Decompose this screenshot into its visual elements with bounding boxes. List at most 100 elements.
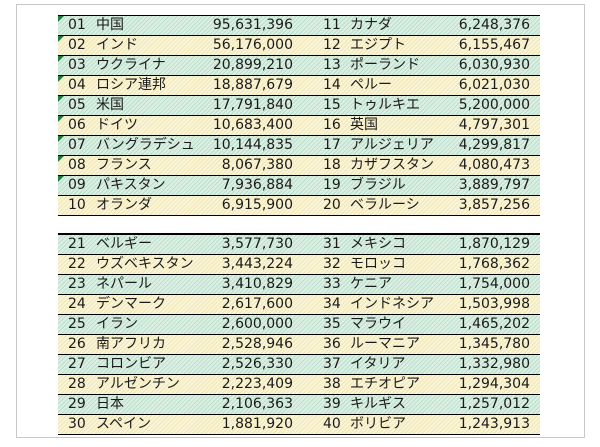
value-left: 10,683,400 — [212, 117, 293, 133]
country-right: ベラルーシ — [350, 197, 420, 213]
rank-left: 04 — [68, 77, 86, 93]
rank-right: 17 — [323, 137, 341, 153]
rank-left: 10 — [68, 197, 86, 213]
value-left: 56,176,000 — [212, 37, 293, 53]
table-row: 08 フランス 8,067,380 18 カザフスタン 4,080,473 — [58, 156, 540, 176]
table-row: 23 ネパール 3,410,829 33 ケニア 1,754,000 — [58, 275, 540, 295]
value-right: 4,299,817 — [458, 137, 530, 153]
value-right: 1,465,202 — [458, 316, 530, 332]
rank-left: 27 — [68, 356, 86, 372]
rank-left: 05 — [68, 97, 86, 113]
value-right: 1,870,129 — [458, 236, 530, 252]
rank-left: 23 — [68, 276, 86, 292]
country-left: パキスタン — [96, 177, 166, 193]
value-right: 1,754,000 — [458, 276, 530, 292]
country-left: 米国 — [96, 97, 124, 113]
table-row: 24 デンマーク 2,617,600 34 インドネシア 1,503,998 — [58, 295, 540, 315]
rank-right: 37 — [323, 356, 341, 372]
country-left: 中国 — [96, 17, 124, 33]
rank-right: 14 — [323, 77, 341, 93]
rank-left: 22 — [68, 256, 86, 272]
country-right: モロッコ — [350, 256, 406, 272]
value-left: 20,899,210 — [212, 57, 293, 73]
rank-left: 30 — [68, 416, 86, 432]
table-row: 22 ウズベキスタン 3,443,224 32 モロッコ 1,768,362 — [58, 255, 540, 275]
country-left: フランス — [96, 157, 152, 173]
country-right: カザフスタン — [350, 157, 434, 173]
rank-left: 09 — [68, 177, 86, 193]
country-left: アルゼンチン — [96, 376, 180, 392]
row-marker-icon — [58, 156, 64, 162]
value-right: 3,857,256 — [458, 197, 530, 213]
value-right: 3,889,797 — [458, 177, 530, 193]
value-left: 2,617,600 — [221, 296, 293, 312]
country-left: バングラデシュ — [96, 137, 195, 153]
value-left: 10,144,835 — [212, 137, 293, 153]
row-marker-icon — [58, 56, 64, 62]
rank-right: 39 — [323, 396, 341, 412]
value-right: 1,257,012 — [458, 396, 530, 412]
country-left: 日本 — [96, 396, 124, 412]
rank-right: 20 — [323, 197, 341, 213]
country-left: 南アフリカ — [96, 336, 166, 352]
country-left: スペイン — [96, 416, 152, 432]
rank-right: 35 — [323, 316, 341, 332]
row-marker-icon — [58, 136, 64, 142]
value-left: 2,106,363 — [221, 396, 293, 412]
country-right: エジプト — [350, 37, 406, 53]
country-right: ケニア — [350, 276, 392, 292]
row-marker-icon — [58, 116, 64, 122]
value-left: 2,528,946 — [221, 336, 293, 352]
rank-left: 24 — [68, 296, 86, 312]
country-left: ロシア連邦 — [96, 77, 166, 93]
rank-left: 21 — [68, 236, 86, 252]
country-left: ネパール — [96, 276, 152, 292]
rank-right: 16 — [323, 117, 341, 133]
rank-right: 13 — [323, 57, 341, 73]
country-left: コロンビア — [96, 356, 166, 372]
rank-right: 32 — [323, 256, 341, 272]
value-right: 5,200,000 — [458, 97, 530, 113]
country-left: インド — [96, 37, 138, 53]
row-marker-icon — [58, 96, 64, 102]
value-right: 1,503,998 — [458, 296, 530, 312]
value-right: 6,155,467 — [458, 37, 530, 53]
table-row: 06 ドイツ 10,683,400 16 英国 4,797,301 — [58, 116, 540, 136]
value-left: 2,526,330 — [221, 356, 293, 372]
rank-left: 07 — [68, 137, 86, 153]
value-right: 1,768,362 — [458, 256, 530, 272]
ranking-table: 01 中国 95,631,396 11 カナダ 6,248,376 02 インド 56,176,… — [58, 15, 540, 435]
country-right: アルジェリア — [350, 137, 434, 153]
value-right: 1,332,980 — [458, 356, 530, 372]
country-left: ベルギー — [96, 236, 152, 252]
rank-right: 38 — [323, 376, 341, 392]
table-row: 26 南アフリカ 2,528,946 36 ルーマニア 1,345,780 — [58, 335, 540, 355]
rank-right: 31 — [323, 236, 341, 252]
value-left: 1,881,920 — [221, 416, 293, 432]
table-row: 27 コロンビア 2,526,330 37 イタリア 1,332,980 — [58, 355, 540, 375]
table-row: 07 バングラデシュ 10,144,835 17 アルジェリア 4,299,817 — [58, 136, 540, 156]
table-row: 03 ウクライナ 20,899,210 13 ポーランド 6,030,930 — [58, 56, 540, 76]
value-left: 17,791,840 — [212, 97, 293, 113]
rank-left: 02 — [68, 37, 86, 53]
rank-left: 29 — [68, 396, 86, 412]
rank-right: 33 — [323, 276, 341, 292]
row-marker-icon — [58, 176, 64, 182]
country-left: オランダ — [96, 197, 152, 213]
country-right: ペルー — [350, 77, 392, 93]
row-marker-icon — [58, 36, 64, 42]
rank-left: 08 — [68, 157, 86, 173]
rank-left: 03 — [68, 57, 86, 73]
country-right: ボリビア — [350, 416, 406, 432]
table-row: 29 日本 2,106,363 39 キルギス 1,257,012 — [58, 395, 540, 415]
value-right: 1,243,913 — [458, 416, 530, 432]
rank-left: 28 — [68, 376, 86, 392]
table-row: 21 ベルギー 3,577,730 31 メキシコ 1,870,129 — [58, 234, 540, 255]
table-row: 09 パキスタン 7,936,884 19 ブラジル 3,889,797 — [58, 176, 540, 196]
value-left: 7,936,884 — [221, 177, 293, 193]
value-left: 95,631,396 — [212, 17, 293, 33]
row-marker-icon — [58, 16, 64, 22]
country-left: ドイツ — [96, 117, 138, 133]
value-left: 2,600,000 — [221, 316, 293, 332]
country-right: メキシコ — [350, 236, 406, 252]
